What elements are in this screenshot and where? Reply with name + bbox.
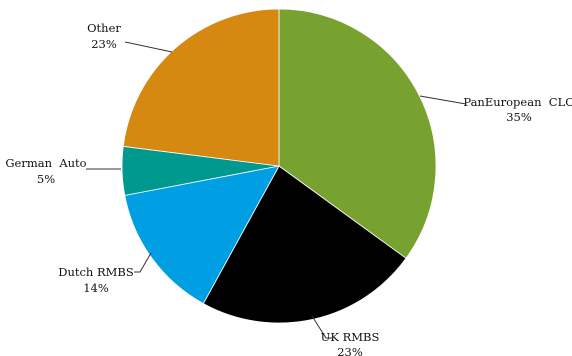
pie-slice-other <box>122 8 280 167</box>
pie-slice-dutch-rmbs <box>124 165 280 305</box>
label-dutch-rmbs-name: Dutch RMBS <box>58 265 134 279</box>
leader-line-other <box>124 41 173 53</box>
label-other-name: Other <box>87 21 121 35</box>
label-dutch-rmbs-pct: 14% <box>83 281 109 295</box>
label-german-auto-name: German Auto <box>5 156 86 170</box>
label-uk-rmbs-pct: 23% <box>337 345 363 356</box>
label-uk-rmbs-name: UK RMBS <box>321 330 380 344</box>
label-german-auto-pct: 5% <box>37 172 55 186</box>
label-other-pct: 23% <box>91 37 117 51</box>
leader-line-uk-rmbs <box>311 315 332 339</box>
leader-line-dutch-rmbs <box>134 252 152 273</box>
pie-slices <box>121 8 437 324</box>
leader-line-panEuropean-clo <box>419 95 467 105</box>
pie-slice-paneuropean-clo <box>278 8 437 259</box>
label-panEuropean-clo-name: PanEuropean CLO <box>463 95 572 109</box>
label-panEuropean-clo-pct: 35% <box>506 110 532 124</box>
pie-slice-uk-rmbs <box>202 165 407 324</box>
